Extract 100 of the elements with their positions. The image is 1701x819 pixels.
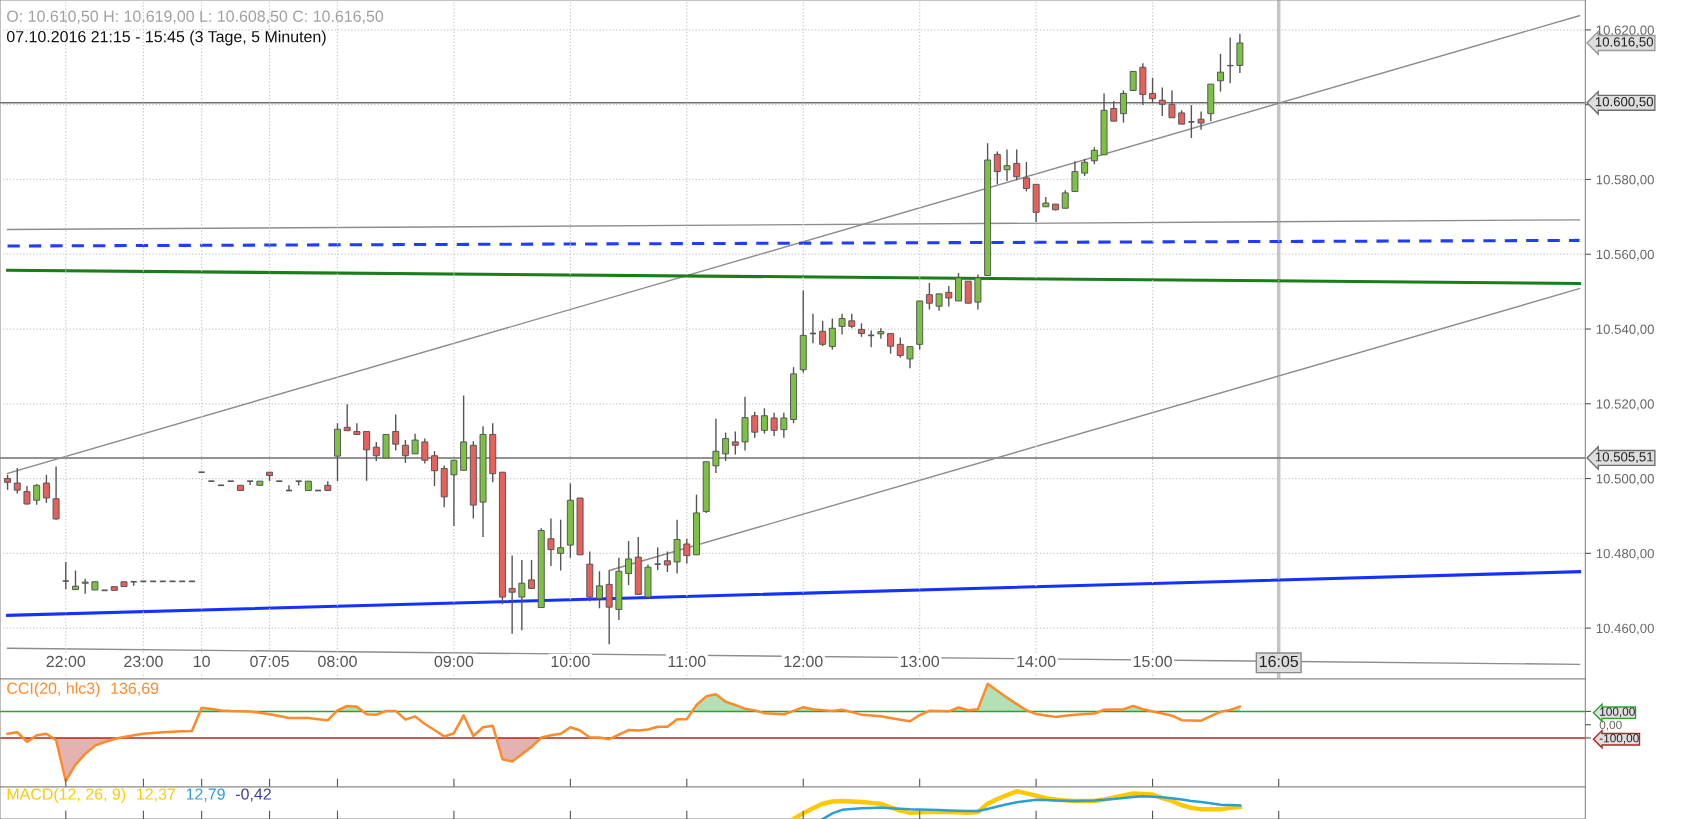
- candlestick: [731, 430, 739, 456]
- x-tick-label: 09:00: [434, 655, 474, 668]
- text: 12,37: [137, 788, 176, 802]
- candlestick: [751, 410, 759, 439]
- candlestick: [1022, 161, 1030, 193]
- x-tick-label: 13:00: [900, 655, 940, 668]
- candlestick: [450, 459, 458, 527]
- candlestick: [61, 561, 70, 590]
- candlestick: [508, 554, 516, 635]
- y-tick-label: 10.580,00: [1596, 175, 1654, 186]
- y-tick-label: -100,00: [1599, 734, 1639, 744]
- ref-line-label: 10.600,50: [1595, 97, 1654, 108]
- candlestick: [431, 450, 439, 487]
- candlestick: [343, 403, 351, 432]
- candlestick: [712, 418, 720, 474]
- candlestick: [625, 540, 633, 586]
- y-tick-label: 10.540,00: [1596, 324, 1654, 336]
- candlestick: [838, 312, 846, 336]
- candlestick: [1236, 32, 1244, 74]
- candlestick: [411, 432, 419, 455]
- candlestick: [906, 345, 914, 369]
- x-tick-label: 15:00: [1133, 655, 1172, 668]
- candlestick: [887, 332, 895, 355]
- candlestick: [955, 272, 962, 302]
- line-series: [6, 682, 1242, 783]
- candlestick: [1187, 104, 1196, 139]
- candlestick: [421, 437, 429, 465]
- text: 136,69: [111, 682, 159, 696]
- candlestick: [528, 559, 536, 590]
- candlestick: [382, 433, 390, 459]
- candlestick: [1197, 110, 1205, 131]
- y-tick-label: 10.480,00: [1596, 548, 1654, 560]
- candlestick: [1149, 77, 1157, 104]
- x-tick-label: 12:00: [784, 655, 823, 668]
- chart-title: MACD(12, 26, 9): [7, 788, 126, 803]
- candlestick: [780, 412, 788, 439]
- candlestick: [33, 483, 41, 506]
- candlestick: [1013, 148, 1021, 181]
- y-tick-label: 10.500,00: [1596, 474, 1654, 486]
- candlestick: [547, 517, 555, 567]
- candlestick: [722, 431, 730, 462]
- candlestick: [663, 550, 671, 573]
- candlestick: [964, 280, 972, 304]
- candlestick: [518, 559, 526, 632]
- y-tick-label: 10.620,00: [1596, 25, 1654, 37]
- x-tick-label: 11:00: [668, 655, 706, 668]
- y-tick-label: 10.460,00: [1596, 623, 1654, 635]
- candlestick: [363, 430, 371, 482]
- text: 07.10.2016 21:15 - 15:45 (3 Tage, 5 Minuten): [6, 30, 326, 46]
- candlestick: [246, 480, 254, 486]
- candlestick: [595, 570, 603, 609]
- chart-title: CCI(20, hlc3): [7, 682, 100, 698]
- candlestick: [23, 485, 31, 506]
- x-tick-label: 07:05: [250, 655, 289, 668]
- ref-line-label: 10.505,51: [1595, 452, 1653, 464]
- candlestick: [993, 150, 1001, 186]
- candlestick: [1216, 53, 1224, 93]
- y-tick-label: 10.520,00: [1596, 399, 1654, 411]
- x-tick-label: 14:00: [1017, 655, 1056, 668]
- candlestick: [760, 407, 768, 435]
- candlestick: [925, 282, 933, 311]
- candlestick: [52, 465, 60, 521]
- candlestick: [828, 317, 836, 351]
- candlestick: [1129, 70, 1137, 91]
- annotation: -0,42: [235, 788, 271, 802]
- candlestick: [605, 569, 613, 645]
- y-tick-label: 100,00: [1600, 707, 1635, 718]
- text: O: 10.610,50 H: 10.619,00 L: 10.608,50 C: 10.616,50: [7, 10, 384, 24]
- candlestick: [353, 422, 361, 436]
- x-tick-label: 10:00: [551, 655, 590, 668]
- candlestick: [1071, 160, 1079, 193]
- candlestick: [896, 336, 904, 359]
- candlestick: [1158, 86, 1166, 117]
- x-tick-label: 16:05: [1259, 655, 1299, 668]
- candlestick: [877, 327, 885, 340]
- candlestick: [653, 546, 662, 571]
- candlestick: [683, 538, 691, 565]
- candlestick: [1119, 89, 1127, 124]
- text: 12,79: [186, 788, 225, 802]
- x-tick-label: 23:00: [124, 655, 163, 668]
- x-tick-label: 10: [193, 655, 210, 668]
- y-tick-label: 0,00: [1599, 720, 1622, 731]
- candlestick: [1003, 148, 1011, 182]
- candlestick: [1168, 89, 1176, 119]
- candlestick: [673, 518, 681, 575]
- candlestick: [372, 441, 380, 462]
- candlestick: [13, 467, 21, 495]
- candlestick: [770, 412, 778, 437]
- candlestick: [557, 518, 565, 572]
- candlestick: [392, 413, 400, 452]
- x-tick-label: 22:00: [46, 655, 86, 668]
- candlestick: [71, 569, 79, 591]
- candlestick: [42, 474, 50, 504]
- candlestick: [1110, 100, 1118, 122]
- text: 10.616,50: [1595, 37, 1654, 49]
- candlestick: [819, 320, 827, 347]
- y-tick-label: 10.560,00: [1596, 249, 1654, 261]
- candlestick: [945, 285, 953, 308]
- x-tick-label: 08:00: [318, 655, 357, 668]
- candlestick: [401, 439, 409, 464]
